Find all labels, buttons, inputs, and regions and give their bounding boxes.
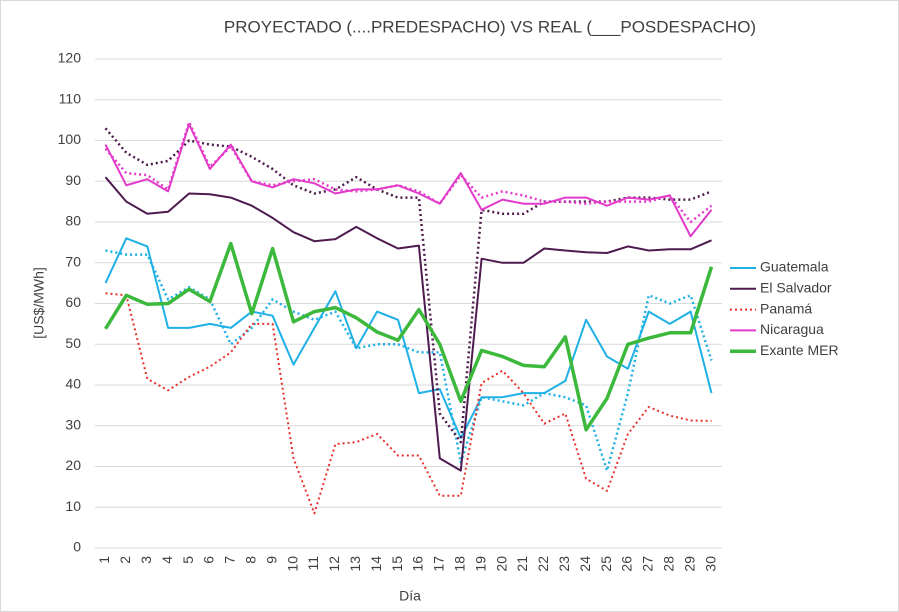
x-tick-label: 27 bbox=[640, 556, 656, 572]
y-tick-label: 0 bbox=[73, 539, 81, 555]
x-tick-label: 3 bbox=[138, 556, 154, 564]
x-tick-label: 4 bbox=[159, 556, 175, 564]
x-tick-label: 11 bbox=[305, 556, 321, 571]
y-tick-label: 40 bbox=[65, 376, 81, 392]
y-tick-label: 50 bbox=[65, 335, 81, 351]
x-axis-label: Día bbox=[399, 588, 421, 604]
x-tick-label: 13 bbox=[347, 556, 363, 572]
y-tick-label: 30 bbox=[65, 416, 81, 432]
x-tick-label: 7 bbox=[222, 556, 238, 564]
x-tick-label: 16 bbox=[410, 556, 426, 572]
x-tick-label: 14 bbox=[368, 556, 384, 572]
x-tick-label: 24 bbox=[577, 556, 593, 572]
line bbox=[104, 123, 713, 238]
projected-line bbox=[105, 292, 712, 515]
x-tick-label: 1 bbox=[96, 556, 112, 564]
x-tick-label: 8 bbox=[242, 556, 258, 564]
x-tick-label: 19 bbox=[472, 556, 488, 572]
x-tick-label: 28 bbox=[660, 556, 676, 572]
chart-title: PROYECTADO (....PREDESPACHO) VS REAL (__… bbox=[224, 17, 756, 36]
y-tick-label: 60 bbox=[65, 294, 81, 310]
line bbox=[104, 241, 714, 432]
x-tick-label: 17 bbox=[431, 556, 447, 572]
x-tick-label: 23 bbox=[556, 556, 572, 572]
legend-label: El Salvador bbox=[760, 280, 832, 296]
legend-label: Guatemala bbox=[760, 259, 829, 275]
y-tick-label: 80 bbox=[65, 213, 81, 229]
x-tick-label: 15 bbox=[389, 556, 405, 572]
y-tick-label: 10 bbox=[65, 498, 81, 514]
x-tick-label: 2 bbox=[117, 556, 133, 564]
projected-line bbox=[104, 120, 713, 224]
y-tick-label: 90 bbox=[65, 172, 81, 188]
y-tick-label: 70 bbox=[65, 253, 81, 269]
x-tick-label: 29 bbox=[681, 556, 697, 572]
x-tick-label: 30 bbox=[702, 556, 718, 572]
x-tick-label: 21 bbox=[514, 556, 530, 572]
x-tick-label: 22 bbox=[535, 556, 551, 572]
y-tick-label: 100 bbox=[58, 131, 82, 147]
line bbox=[104, 237, 713, 439]
legend-label: Panamá bbox=[760, 300, 812, 316]
y-tick-label: 110 bbox=[59, 90, 82, 106]
x-tick-label: 20 bbox=[493, 556, 509, 572]
x-tick-label: 12 bbox=[326, 556, 342, 572]
x-tick-label: 6 bbox=[201, 556, 217, 564]
legend-label: Nicaragua bbox=[760, 321, 824, 337]
x-tick-label: 10 bbox=[284, 556, 300, 572]
y-axis-label: [US$/MWh] bbox=[31, 267, 47, 339]
y-tick-label: 20 bbox=[65, 457, 81, 473]
legend-label: Exante MER bbox=[760, 342, 839, 358]
x-tick-label: 25 bbox=[598, 556, 614, 572]
x-tick-label: 18 bbox=[451, 556, 467, 572]
x-tick-label: 26 bbox=[619, 556, 635, 572]
projected-line bbox=[105, 249, 713, 472]
line bbox=[104, 176, 712, 472]
x-tick-label: 5 bbox=[180, 556, 196, 564]
x-tick-label: 9 bbox=[263, 556, 279, 564]
y-tick-label: 120 bbox=[58, 50, 82, 66]
